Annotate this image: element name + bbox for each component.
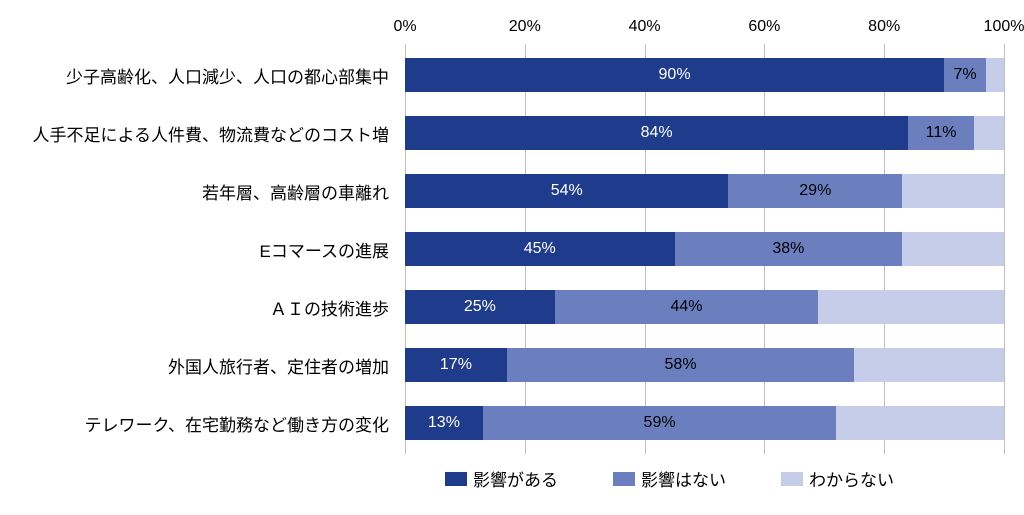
stacked-bar: 45% 38% <box>405 232 1004 266</box>
segment-value: 38% <box>772 240 804 258</box>
legend-label: 影響はない <box>641 466 726 491</box>
bar-row: Eコマースの進展 45% 38% <box>10 224 1004 274</box>
segment-value: 25% <box>464 298 496 316</box>
stacked-bar: 13% 59% <box>405 406 1004 440</box>
segment-value: 44% <box>671 298 703 316</box>
plot-area: 少子高齢化、人口減少、人口の都心部集中 90% 7% 人手不足による人件費、物流費など… <box>10 50 1004 448</box>
bar-segment-no_impact: 59% <box>483 406 836 440</box>
segment-value: 59% <box>644 414 676 432</box>
stacked-bar: 17% 58% <box>405 348 1004 382</box>
stacked-bar: 84% 11% <box>405 116 1004 150</box>
bar-segment-dont_know <box>974 116 1004 150</box>
stacked-bar: 54% 29% <box>405 174 1004 208</box>
bar-segment-dont_know <box>818 290 1004 324</box>
segment-value: 45% <box>524 240 556 258</box>
bar-row: 少子高齢化、人口減少、人口の都心部集中 90% 7% <box>10 50 1004 100</box>
x-tick: 80% <box>868 18 900 36</box>
segment-value: 11% <box>926 124 957 142</box>
bar-segment-has_impact: 84% <box>405 116 908 150</box>
bar-row: 外国人旅行者、定住者の増加 17% 58% <box>10 340 1004 390</box>
segment-value: 13% <box>428 414 460 432</box>
segment-value: 54% <box>551 182 583 200</box>
bar-row: 若年層、高齢層の車離れ 54% 29% <box>10 166 1004 216</box>
bar-segment-no_impact: 11% <box>908 116 974 150</box>
bar-segment-dont_know <box>902 174 1004 208</box>
bar-segment-has_impact: 90% <box>405 58 944 92</box>
bar-segment-dont_know <box>902 232 1004 266</box>
bar-row: テレワーク、在宅勤務など働き方の変化 13% 59% <box>10 398 1004 448</box>
legend-swatch <box>445 472 467 486</box>
segment-value: 90% <box>659 66 691 84</box>
bar-segment-no_impact: 29% <box>728 174 902 208</box>
x-tick: 0% <box>393 18 416 36</box>
bar-segment-dont_know <box>986 58 1004 92</box>
x-tick: 40% <box>629 18 661 36</box>
legend-label: 影響がある <box>473 466 558 491</box>
bar-segment-has_impact: 25% <box>405 290 555 324</box>
segment-value: 58% <box>665 356 697 374</box>
segment-value: 17% <box>440 356 472 374</box>
legend: 影響がある 影響はない わからない <box>405 466 1004 491</box>
legend-swatch <box>613 472 635 486</box>
legend-label: わからない <box>809 466 894 491</box>
x-tick: 60% <box>748 18 780 36</box>
bar-segment-dont_know <box>854 348 1004 382</box>
bar-segment-has_impact: 17% <box>405 348 507 382</box>
stacked-bar-chart: 0%20%40%60%80%100% 少子高齢化、人口減少、人口の都心部集中90… <box>0 0 1024 515</box>
segment-value: 7% <box>953 66 976 84</box>
gridline <box>1004 44 1005 454</box>
segment-value: 84% <box>641 124 673 142</box>
bar-segment-has_impact: 54% <box>405 174 728 208</box>
legend-swatch <box>781 472 803 486</box>
category-label: ＡＩの技術進歩 <box>10 295 405 320</box>
category-label: 外国人旅行者、定住者の増加 <box>10 353 405 378</box>
bar-row: 人手不足による人件費、物流費などのコスト増 84% 11% <box>10 108 1004 158</box>
stacked-bar: 90% 7% <box>405 58 1004 92</box>
bar-row: ＡＩの技術進歩 25% 44% <box>10 282 1004 332</box>
x-tick: 100% <box>984 18 1024 36</box>
legend-item: 影響がある <box>445 466 558 491</box>
segment-value: 29% <box>799 182 831 200</box>
category-label: 少子高齢化、人口減少、人口の都心部集中 <box>10 63 405 88</box>
category-label: 人手不足による人件費、物流費などのコスト増 <box>10 121 405 146</box>
stacked-bar: 25% 44% <box>405 290 1004 324</box>
bar-segment-has_impact: 13% <box>405 406 483 440</box>
bar-segment-no_impact: 44% <box>555 290 819 324</box>
legend-item: 影響はない <box>613 466 726 491</box>
bar-segment-no_impact: 58% <box>507 348 854 382</box>
x-axis: 0%20%40%60%80%100% <box>10 10 1004 40</box>
legend-item: わからない <box>781 466 894 491</box>
bar-segment-dont_know <box>836 406 1004 440</box>
x-tick: 20% <box>509 18 541 36</box>
category-label: 若年層、高齢層の車離れ <box>10 179 405 204</box>
bar-segment-no_impact: 38% <box>675 232 903 266</box>
bar-segment-no_impact: 7% <box>944 58 986 92</box>
category-label: Eコマースの進展 <box>10 237 405 262</box>
bar-segment-has_impact: 45% <box>405 232 675 266</box>
category-label: テレワーク、在宅勤務など働き方の変化 <box>10 411 405 436</box>
